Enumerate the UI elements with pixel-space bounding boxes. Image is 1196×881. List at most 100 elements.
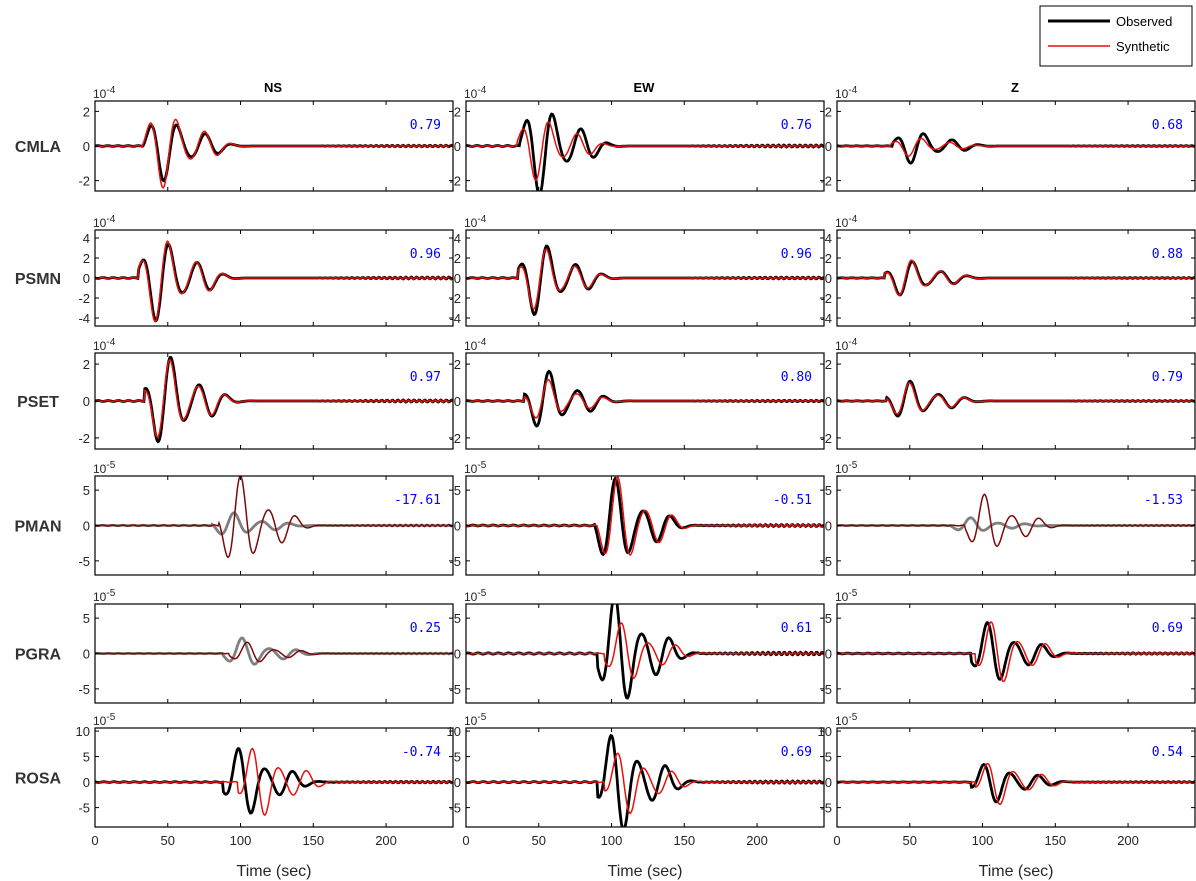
panel-psmn-ns: -4 -2 0 2 410-4 0.96 — [78, 214, 454, 327]
y-tick-label: -2 — [820, 291, 832, 306]
y-exponent-label: 10-5 — [93, 460, 116, 476]
y-exponent-label: 10-5 — [464, 460, 487, 476]
y-tick-label: 0 — [454, 775, 461, 790]
correlation-value: 0.69 — [1152, 621, 1183, 636]
x-tick-label: 200 — [375, 833, 397, 848]
x-tick-label: 100 — [230, 833, 252, 848]
x-tick-label: 200 — [1117, 833, 1139, 848]
y-tick-label: 2 — [83, 104, 90, 119]
correlation-value: 0.80 — [781, 370, 812, 385]
y-tick-label: 10 — [447, 724, 461, 739]
y-tick-label: 5 — [83, 483, 90, 498]
y-tick-label: 0 — [825, 139, 832, 154]
x-tick-label: 200 — [746, 833, 768, 848]
panel-pset-ns: -2 0 210-4 0.97 — [78, 337, 454, 450]
y-tick-label: -5 — [449, 554, 461, 569]
x-tick-label: 100 — [972, 833, 994, 848]
legend-synthetic-label: Synthetic — [1116, 39, 1170, 54]
y-tick-label: 0 — [454, 519, 461, 534]
x-tick-label: 150 — [673, 833, 695, 848]
y-exponent-label: 10-5 — [464, 588, 487, 604]
panel-psmn-z: -4 -2 0 2 410-4 0.88 — [820, 214, 1196, 327]
panel-psmn-ew: -4 -2 0 2 410-4 0.96 — [449, 214, 825, 327]
y-tick-label: 2 — [825, 104, 832, 119]
correlation-value: 0.54 — [1152, 745, 1183, 760]
synthetic-trace — [466, 121, 824, 182]
panel-pman-ns: -5 0 510-5 -17.61 — [78, 460, 454, 576]
y-tick-label: 0 — [83, 519, 90, 534]
y-tick-label: 5 — [825, 611, 832, 626]
y-tick-label: -2 — [820, 174, 832, 189]
x-axis-label: Time (sec) — [608, 863, 683, 880]
correlation-value: 0.96 — [781, 247, 812, 262]
y-tick-label: 0 — [825, 519, 832, 534]
x-axis-label: Time (sec) — [237, 863, 312, 880]
y-tick-label: 5 — [825, 750, 832, 765]
y-tick-label: 0 — [454, 647, 461, 662]
y-exponent-label: 10-4 — [93, 337, 116, 353]
y-tick-label: 0 — [454, 394, 461, 409]
correlation-value: 0.96 — [410, 247, 441, 262]
synthetic-trace — [837, 493, 1195, 548]
y-tick-label: 0 — [825, 394, 832, 409]
y-exponent-label: 10-4 — [93, 214, 116, 230]
synthetic-trace — [837, 137, 1195, 157]
synthetic-trace — [466, 752, 824, 815]
y-tick-label: 5 — [83, 611, 90, 626]
y-tick-label: -5 — [449, 801, 461, 816]
y-tick-label: 0 — [83, 647, 90, 662]
y-exponent-label: 10-5 — [464, 712, 487, 728]
panel-pman-z: -5 0 510-5 -1.53 — [820, 460, 1196, 576]
y-tick-label: -4 — [820, 311, 832, 326]
synthetic-trace — [95, 118, 453, 189]
y-tick-label: -4 — [449, 311, 461, 326]
y-tick-label: 5 — [454, 483, 461, 498]
y-tick-label: 5 — [83, 750, 90, 765]
correlation-value: -0.74 — [402, 745, 441, 760]
y-exponent-label: 10-4 — [835, 337, 858, 353]
synthetic-trace — [837, 621, 1195, 683]
y-tick-label: 2 — [825, 357, 832, 372]
synthetic-trace — [837, 381, 1195, 415]
y-tick-label: 4 — [454, 231, 461, 246]
station-label-rosa: ROSA — [15, 771, 62, 788]
y-tick-label: -5 — [820, 682, 832, 697]
y-tick-label: 10 — [818, 724, 832, 739]
synthetic-trace — [837, 259, 1195, 297]
correlation-value: 0.88 — [1152, 247, 1183, 262]
panel-pgra-ns: -5 0 510-5 0.25 — [78, 588, 454, 704]
y-tick-label: -5 — [78, 554, 90, 569]
y-exponent-label: 10-5 — [835, 588, 858, 604]
x-tick-label: 150 — [1044, 833, 1066, 848]
y-tick-label: 0 — [83, 271, 90, 286]
panel-pset-z: -2 0 210-4 0.79 — [820, 337, 1196, 450]
x-tick-label: 100 — [601, 833, 623, 848]
y-exponent-label: 10-4 — [464, 337, 487, 353]
correlation-value: 0.69 — [781, 745, 812, 760]
y-tick-label: 0 — [825, 271, 832, 286]
legend: Observed Synthetic — [1039, 5, 1193, 67]
y-tick-label: 0 — [83, 394, 90, 409]
component-titles: NS EW Z — [264, 80, 1019, 95]
x-tick-label: 0 — [462, 833, 469, 848]
x-tick-label: 0 — [91, 833, 98, 848]
correlation-value: 0.97 — [410, 370, 441, 385]
y-tick-label: 0 — [825, 647, 832, 662]
column-title-z: Z — [1011, 80, 1019, 95]
panel-cmla-ew: -2 0 210-4 0.76 — [449, 85, 825, 192]
synthetic-trace — [466, 476, 824, 556]
synthetic-trace — [95, 240, 453, 323]
synthetic-trace — [95, 641, 453, 663]
y-tick-label: 2 — [454, 357, 461, 372]
y-tick-label: -2 — [78, 174, 90, 189]
y-tick-label: -2 — [449, 174, 461, 189]
y-tick-label: -5 — [78, 801, 90, 816]
x-tick-label: 150 — [302, 833, 324, 848]
y-exponent-label: 10-4 — [93, 85, 116, 101]
correlation-value: -0.51 — [773, 493, 812, 508]
y-exponent-label: 10-4 — [835, 214, 858, 230]
y-tick-label: -2 — [449, 431, 461, 446]
synthetic-trace — [466, 248, 824, 310]
y-tick-label: 2 — [83, 251, 90, 266]
y-tick-label: 0 — [83, 775, 90, 790]
